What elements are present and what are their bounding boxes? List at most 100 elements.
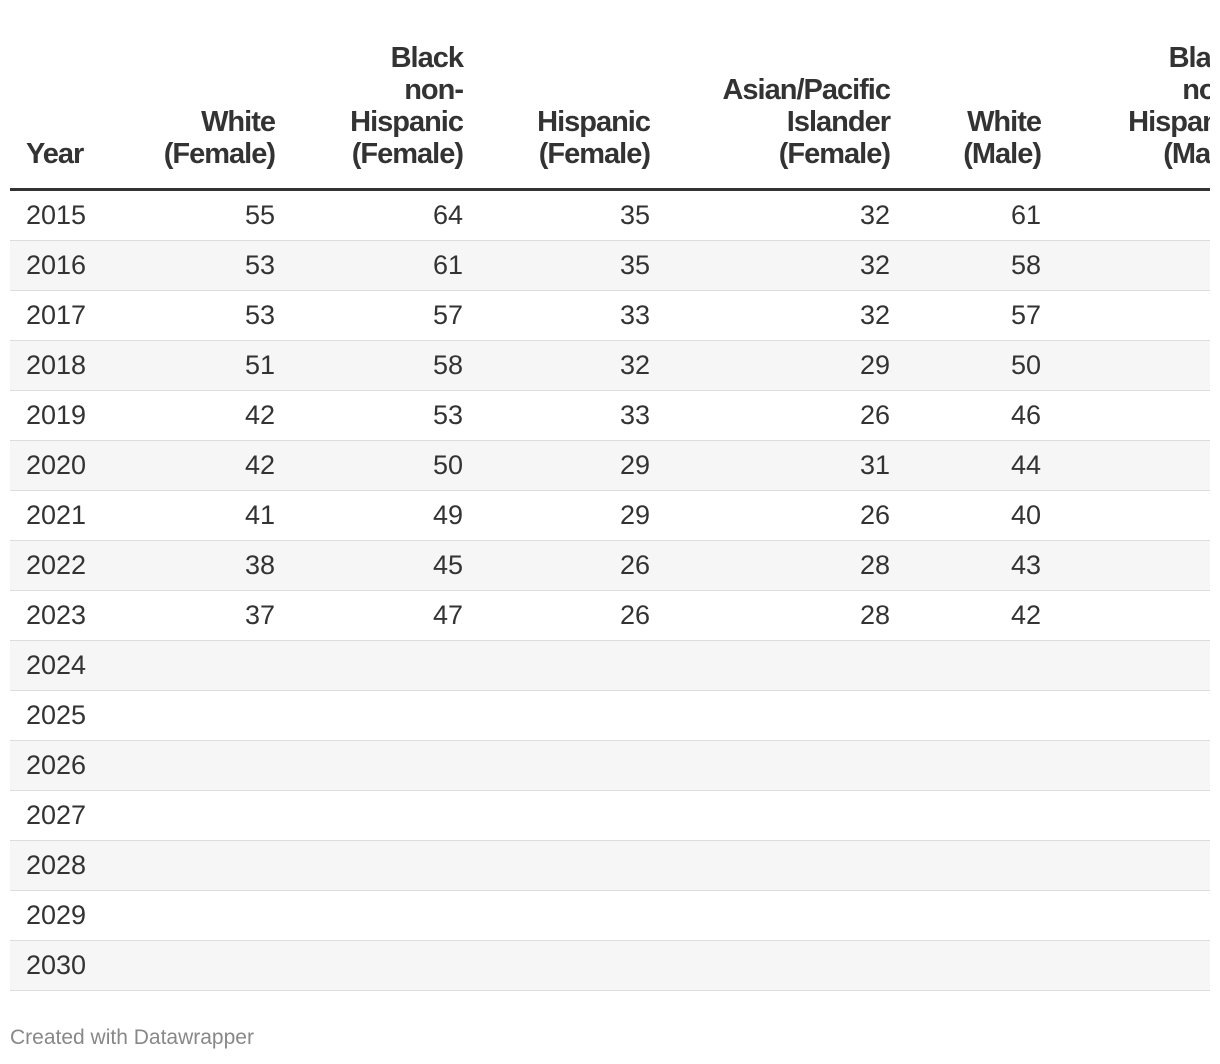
value-cell: [280, 840, 468, 891]
year-cell: 2021: [10, 490, 110, 541]
value-cell: 53: [110, 290, 280, 341]
table-row: 2015556435326186: [10, 189, 1210, 241]
value-cell: 29: [655, 340, 895, 391]
value-cell: 42: [895, 590, 1046, 641]
header-line: Black: [390, 42, 464, 74]
value-cell: [655, 740, 895, 791]
year-cell: 2024: [10, 640, 110, 691]
table-row: 2029: [10, 890, 1210, 941]
value-cell: 32: [468, 340, 655, 391]
value-cell: [280, 640, 468, 691]
value-cell: [280, 790, 468, 841]
value-cell: [468, 640, 655, 691]
header-line: Hispanic: [537, 106, 651, 138]
column-header: White (Female): [110, 0, 280, 191]
header-line: (Male): [1163, 138, 1210, 170]
year-cell: 2016: [10, 240, 110, 291]
value-cell: [468, 740, 655, 791]
value-cell: [1046, 640, 1210, 691]
value-cell: 32: [655, 240, 895, 291]
table-row: 2028: [10, 840, 1210, 891]
value-cell: 55: [110, 189, 280, 241]
value-cell: 60: [1046, 590, 1210, 641]
value-cell: 60: [1046, 440, 1210, 491]
value-cell: [655, 890, 895, 941]
value-cell: 33: [468, 290, 655, 341]
value-cell: 29: [468, 440, 655, 491]
header-line: Asian/Pacific: [722, 74, 891, 106]
value-cell: [110, 890, 280, 941]
value-cell: [1046, 790, 1210, 841]
header-line: (Female): [163, 138, 276, 170]
value-cell: 61: [895, 189, 1046, 241]
table-row: 2021414929264063: [10, 490, 1210, 541]
year-cell: 2023: [10, 590, 110, 641]
value-cell: 64: [1046, 540, 1210, 591]
value-cell: [468, 890, 655, 941]
header-line: Year: [26, 138, 84, 170]
value-cell: 31: [655, 440, 895, 491]
value-cell: 50: [895, 340, 1046, 391]
table-row: 2024: [10, 640, 1210, 691]
year-cell: 2018: [10, 340, 110, 391]
header-line: Islander: [786, 106, 891, 138]
value-cell: 43: [895, 540, 1046, 591]
value-cell: 72: [1046, 390, 1210, 441]
value-cell: [110, 690, 280, 741]
value-cell: 46: [895, 390, 1046, 441]
column-header: White (Male): [895, 0, 1046, 191]
value-cell: 26: [468, 540, 655, 591]
value-cell: 47: [280, 590, 468, 641]
value-cell: [655, 690, 895, 741]
value-cell: 28: [655, 590, 895, 641]
header-line: Black: [1168, 42, 1210, 74]
value-cell: 26: [655, 490, 895, 541]
value-cell: [655, 640, 895, 691]
header-line: Hispanic: [1128, 106, 1210, 138]
value-cell: 61: [280, 240, 468, 291]
value-cell: [895, 640, 1046, 691]
year-cell: 2020: [10, 440, 110, 491]
value-cell: [655, 940, 895, 991]
table-body: 2015556435326186201653613532588320175357…: [10, 189, 1210, 991]
table-row: 2016536135325883: [10, 240, 1210, 291]
value-cell: [280, 940, 468, 991]
value-cell: 64: [280, 189, 468, 241]
value-cell: [468, 840, 655, 891]
year-cell: 2027: [10, 790, 110, 841]
value-cell: [895, 940, 1046, 991]
value-cell: [1046, 890, 1210, 941]
table-row: 2030: [10, 940, 1210, 991]
value-cell: [895, 840, 1046, 891]
header-row: Year White (Female) Black non- Hispanic (Femal…: [10, 0, 1210, 191]
column-header: Asian/Pacific Islander (Female): [655, 0, 895, 191]
value-cell: 41: [110, 490, 280, 541]
value-cell: [895, 690, 1046, 741]
header-line: (Female): [778, 138, 891, 170]
value-cell: [655, 840, 895, 891]
header-line: (Female): [538, 138, 651, 170]
value-cell: [280, 690, 468, 741]
header-line: Hispanic: [350, 106, 464, 138]
year-cell: 2026: [10, 740, 110, 791]
value-cell: [110, 840, 280, 891]
value-cell: 33: [468, 390, 655, 441]
value-cell: 83: [1046, 240, 1210, 291]
value-cell: [110, 940, 280, 991]
value-cell: [895, 740, 1046, 791]
column-header: Hispanic (Female): [468, 0, 655, 191]
value-cell: [655, 790, 895, 841]
value-cell: 35: [468, 189, 655, 241]
value-cell: 42: [110, 390, 280, 441]
value-cell: 29: [468, 490, 655, 541]
value-cell: [468, 690, 655, 741]
value-cell: 45: [280, 540, 468, 591]
value-cell: [895, 890, 1046, 941]
value-cell: 49: [280, 490, 468, 541]
header-line: (Male): [963, 138, 1042, 170]
value-cell: 40: [895, 490, 1046, 541]
value-cell: [110, 790, 280, 841]
year-cell: 2028: [10, 840, 110, 891]
